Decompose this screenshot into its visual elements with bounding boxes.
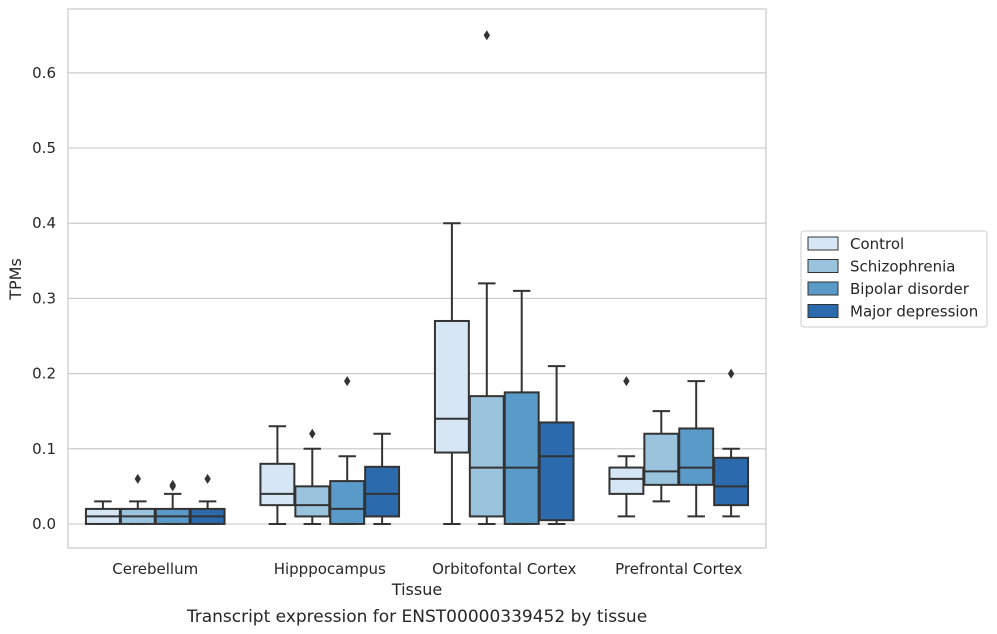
box-iqr xyxy=(643,432,680,486)
box xyxy=(643,410,680,503)
grid-lines xyxy=(68,72,766,525)
box xyxy=(189,473,226,525)
box-iqr xyxy=(259,462,296,507)
outlier-marker xyxy=(344,376,351,387)
box xyxy=(503,289,540,525)
box-iqr xyxy=(538,421,575,522)
y-axis-label: TPMs xyxy=(6,258,25,301)
box xyxy=(154,479,191,525)
box xyxy=(538,365,575,525)
plot-area-frame xyxy=(67,8,767,549)
box xyxy=(468,30,505,525)
legend-swatch xyxy=(807,259,839,273)
y-tick-label: 0.1 xyxy=(32,440,56,458)
box xyxy=(294,428,331,525)
box xyxy=(84,500,121,525)
box xyxy=(364,432,401,525)
legend-label: Schizophrenia xyxy=(850,258,955,276)
legend-label: Major depression xyxy=(850,303,978,321)
x-tick-label: Hipppocampus xyxy=(274,560,386,578)
box xyxy=(433,222,470,525)
y-tick-label: 0.3 xyxy=(32,289,56,307)
outlier-marker xyxy=(134,473,141,484)
box xyxy=(329,376,366,525)
x-tick-label: Cerebellum xyxy=(112,560,198,578)
x-tick-labels: Cerebellum Hipppocampus Orbitofontal Corte… xyxy=(112,560,742,578)
legend-swatch xyxy=(807,236,839,251)
x-tick-label: Prefrontal Cortex xyxy=(615,560,742,578)
chart-caption: Transcript expression for ENST0000033945… xyxy=(186,607,647,627)
outlier-marker xyxy=(309,428,316,439)
x-axis-label: Tissue xyxy=(391,580,442,599)
x-tick-label: Orbitofontal Cortex xyxy=(432,560,576,578)
outlier-marker xyxy=(483,30,490,41)
box xyxy=(678,380,715,518)
boxes xyxy=(84,30,750,525)
box xyxy=(713,368,750,518)
box-iqr xyxy=(364,465,401,518)
legend-swatch xyxy=(807,281,839,296)
box xyxy=(608,376,645,518)
outlier-marker xyxy=(727,368,735,379)
box xyxy=(119,473,156,525)
y-tick-label: 0.5 xyxy=(32,139,56,157)
legend-frame xyxy=(800,230,988,328)
outlier-marker xyxy=(204,473,211,484)
box-iqr xyxy=(433,319,470,454)
legend-swatch xyxy=(807,304,839,318)
legend: Control Schizophrenia Bipolar disorder Majo… xyxy=(800,230,988,328)
y-tick-label: 0.6 xyxy=(32,64,56,82)
box-iqr xyxy=(608,466,645,495)
box-iqr xyxy=(468,395,505,518)
y-tick-label: 0.4 xyxy=(32,214,56,232)
y-tick-label: 0.0 xyxy=(32,515,56,533)
outlier-marker xyxy=(169,479,176,490)
box-iqr xyxy=(294,485,331,518)
y-tick-labels: 0.0 0.1 0.2 0.3 0.4 0.5 0.6 xyxy=(32,64,56,533)
box-iqr xyxy=(713,456,750,507)
box-iqr xyxy=(678,427,715,486)
y-tick-label: 0.2 xyxy=(32,365,56,383)
box-iqr xyxy=(329,480,366,525)
outlier-marker xyxy=(623,376,630,387)
legend-label: Control xyxy=(850,235,904,253)
box-iqr xyxy=(503,391,540,525)
legend-label: Bipolar disorder xyxy=(850,280,970,298)
box xyxy=(259,425,296,525)
